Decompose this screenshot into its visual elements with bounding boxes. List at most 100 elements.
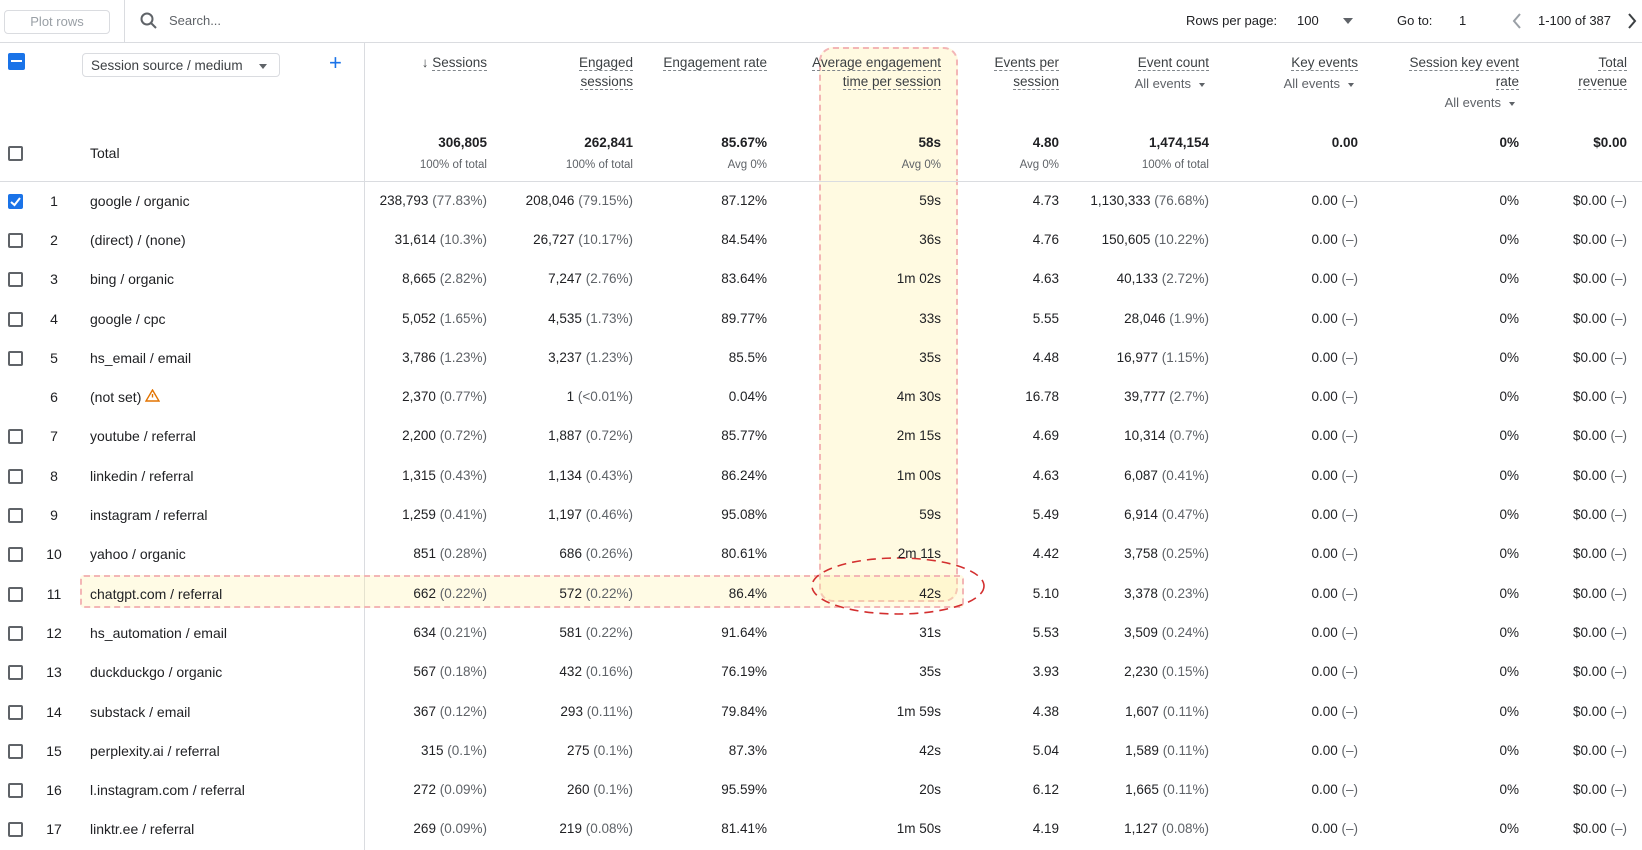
table-cell: 0.00 (–) <box>1311 704 1358 719</box>
cell-value: 269 <box>413 821 436 837</box>
table-cell: 0% <box>1499 782 1519 797</box>
row-checkbox[interactable] <box>8 704 23 720</box>
row-checkbox[interactable] <box>8 429 23 445</box>
cell-value: $0.00 <box>1572 467 1607 483</box>
table-cell: 1 (<0.01%) <box>567 389 633 404</box>
select-all[interactable] <box>8 53 25 70</box>
cell-value: 6,087 <box>1124 467 1158 483</box>
table-cell: 0% <box>1499 821 1519 836</box>
column-header: Key events All events <box>1248 53 1358 93</box>
table-cell: $0.00 (–) <box>1573 311 1627 326</box>
row-source: bing / organic <box>90 271 175 288</box>
next-page[interactable] <box>1627 13 1637 29</box>
table-cell: 16.78 <box>1025 389 1059 404</box>
cell-share: (–) <box>1610 821 1628 837</box>
table-cell: 0% <box>1499 389 1519 404</box>
cell-share: (1.73%) <box>585 310 633 326</box>
goto-input[interactable]: 1 <box>1459 13 1467 28</box>
row-checkbox[interactable] <box>8 743 23 759</box>
cell-value: 4.48 <box>1032 349 1059 365</box>
table-cell: 0.00 (–) <box>1311 625 1358 640</box>
cell-value: 59s <box>919 192 941 208</box>
column-highlight <box>819 47 958 602</box>
table-cell: $0.00 (–) <box>1573 507 1627 522</box>
table-cell: 1,607 (0.11%) <box>1125 704 1209 719</box>
table-cell: 150,605 (10.22%) <box>1102 232 1209 247</box>
row-checkbox[interactable] <box>8 468 23 484</box>
table-cell: 572 (0.22%) <box>559 586 633 601</box>
cell-value: 20s <box>919 782 941 798</box>
cell-value: 10,314 <box>1124 428 1166 444</box>
total-value: 262,841 <box>584 135 633 150</box>
row-checkbox[interactable] <box>8 783 23 799</box>
row-checkbox[interactable] <box>8 508 23 524</box>
table-cell: 1m 50s <box>897 821 941 836</box>
table-cell: 42s <box>919 743 941 758</box>
cell-share: (–) <box>1610 624 1628 640</box>
cell-value: 1,130,333 <box>1090 192 1151 208</box>
cell-share: (–) <box>1610 271 1628 287</box>
row-checkbox[interactable] <box>8 586 23 602</box>
cell-share: (79.15%) <box>578 192 633 208</box>
cell-share: (0.72%) <box>585 428 633 444</box>
cell-value: 1,665 <box>1125 782 1159 798</box>
cell-value: 1m 50s <box>896 821 941 837</box>
table-cell: 4,535 (1.73%) <box>548 311 633 326</box>
cell-share: (–) <box>1610 467 1628 483</box>
total-subtext: Avg 0% <box>901 159 941 171</box>
cell-share: (–) <box>1610 192 1628 208</box>
cell-share: (–) <box>1610 742 1628 758</box>
table-cell: 59s <box>919 507 941 522</box>
table-cell: 1,130,333 (76.68%) <box>1090 193 1209 208</box>
prev-page[interactable] <box>1512 13 1522 29</box>
cell-value: 0.00 <box>1311 271 1338 287</box>
row-number: 14 <box>46 703 62 720</box>
row-checkbox[interactable] <box>8 272 23 288</box>
add-dimension[interactable]: + <box>329 50 342 75</box>
table-cell: 208,046 (79.15%) <box>526 193 633 208</box>
cell-value: 275 <box>566 742 590 758</box>
row-checkbox[interactable] <box>8 547 23 563</box>
cell-value: Total revenue <box>1578 55 1627 90</box>
table-cell: 2,230 (0.15%) <box>1124 664 1209 679</box>
table-cell: 0.00 (–) <box>1311 546 1358 561</box>
page-range: 1-100 of 387 <box>1538 13 1612 28</box>
table-cell: 28,046 (1.9%) <box>1124 311 1209 326</box>
row-checkbox[interactable] <box>8 350 23 366</box>
table-cell: 0% <box>1499 468 1519 483</box>
cell-value: $0.00 <box>1572 624 1607 640</box>
cell-value: 87.3% <box>728 742 767 758</box>
table-cell: 0% <box>1499 232 1519 247</box>
table-cell: 1,197 (0.46%) <box>548 507 633 522</box>
table-cell: 95.59% <box>721 782 767 797</box>
row-checkbox[interactable] <box>8 232 23 248</box>
cell-share: (–) <box>1341 231 1359 247</box>
table-cell: 2m 11s <box>898 546 941 561</box>
row-checkbox[interactable] <box>8 665 23 681</box>
cell-value: 35s <box>919 349 941 365</box>
search-input[interactable]: Search... <box>169 13 222 28</box>
row-checkbox[interactable] <box>8 311 23 327</box>
cell-share: (–) <box>1341 821 1359 837</box>
cell-value: $0.00 <box>1572 742 1607 758</box>
row-checkbox[interactable] <box>8 625 23 641</box>
cell-value: 1,197 <box>548 507 582 523</box>
cell-value: 0.00 <box>1311 389 1338 405</box>
cell-share: (0.46%) <box>585 507 633 523</box>
cell-value: 0% <box>1499 546 1519 562</box>
dimension-label: Session source / medium <box>91 58 243 73</box>
cell-value: $0.00 <box>1572 192 1607 208</box>
row-checkbox[interactable] <box>8 822 23 838</box>
dimension-select[interactable]: Session source / medium <box>82 53 280 77</box>
cell-share: (0.41%) <box>1161 467 1209 483</box>
cell-share: (0.28%) <box>439 546 487 562</box>
cell-value: 81.41% <box>721 821 767 837</box>
rows-per-page[interactable]: 100 <box>1297 13 1319 28</box>
plot-rows-button[interactable]: Plot rows <box>4 10 110 34</box>
table-cell: 39,777 (2.7%) <box>1124 389 1209 404</box>
row-source: (direct) / (none) <box>90 231 186 248</box>
row-checkbox[interactable] <box>8 193 23 209</box>
cell-value: 0% <box>1499 703 1519 719</box>
table-cell: 1m 02s <box>897 271 941 286</box>
table-cell: 5.04 <box>1033 743 1059 758</box>
